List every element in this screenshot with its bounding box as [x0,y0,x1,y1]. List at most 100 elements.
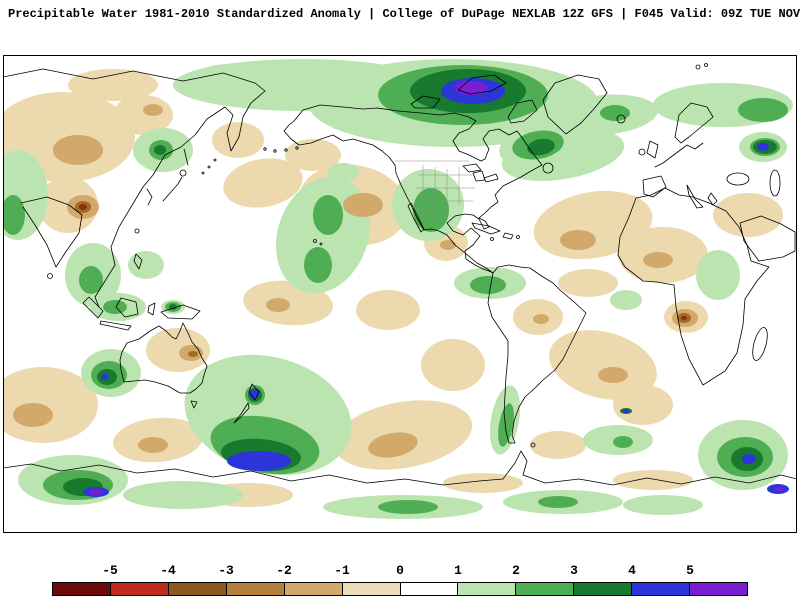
anomaly-blob-p2 [538,496,578,508]
coast-britain [646,140,659,159]
coast-newfoundland [542,162,554,174]
legend-color-segment [167,583,226,595]
anomaly-blob-n2 [143,104,163,116]
coast-asia [3,68,266,308]
anomaly-blob-p2 [3,195,25,235]
legend-tick-label: 2 [512,563,520,578]
coast-ireland [638,148,646,156]
anomaly-blob-n2 [533,314,549,324]
coast-hawaii-2 [319,242,323,246]
coast-north-america [283,104,543,274]
border-mexico [411,206,448,224]
coast-greece [707,192,718,206]
anomaly-blob-n1 [421,339,485,391]
anomaly-blob-p2 [738,98,788,122]
anomaly-blob-n2 [53,135,103,165]
coast-korea [146,188,153,206]
coast-taiwan [134,228,140,234]
legend-color-segment [515,583,574,595]
anomaly-blob-n2 [643,252,673,268]
coast-south-america [487,264,587,444]
lake-erie-ontario [483,173,499,183]
coast-hispaniola [502,232,514,240]
anomaly-blob-n1 [443,473,523,493]
coast-scandinavia [674,102,714,144]
legend-tick-label: -1 [334,563,350,578]
legend-color-segment [283,583,342,595]
anomaly-contour-layer [3,59,793,519]
anomaly-blob-p5 [774,487,784,491]
legend-color-segment [399,583,458,595]
anomaly-blob-n1 [713,193,783,237]
coast-madagascar [752,327,768,361]
coast-kuril-3 [201,171,205,175]
anomaly-blob-n3 [188,351,198,357]
coast-svalbard-2 [704,63,708,67]
anomaly-blob-n2 [368,432,418,458]
coast-tasmania [190,400,198,409]
us-state-borders [395,160,475,224]
coast-arabia [739,215,796,262]
anomaly-blob-n4 [681,316,687,320]
coast-aleutian-1 [263,147,267,151]
legend-tick-label: 4 [628,563,636,578]
map-title: Precipitable Water 1981-2010 Standardize… [8,7,800,21]
coast-nz-north [248,383,260,401]
anomaly-blob-n2 [598,367,628,383]
anomaly-blob-p1 [623,495,703,515]
anomaly-blob-p2 [103,300,127,314]
anomaly-blob-n1 [68,69,158,101]
legend-tick-label: 1 [454,563,462,578]
anomaly-blob-p4 [623,409,629,413]
legend-color-segment [225,583,284,595]
anomaly-blob-p1 [128,251,164,279]
anomaly-blob-n1 [549,330,657,400]
anomaly-blob-p2 [470,276,506,294]
anomaly-blob-n2 [13,403,53,427]
anomaly-blob-n1 [146,328,210,372]
legend-color-segment [689,583,748,595]
coast-aleutian-4 [295,146,299,150]
coast-falklands [530,442,536,448]
anomaly-blob-n1 [285,139,341,171]
anomaly-blob-p2 [498,403,514,447]
anomaly-blob-p4 [742,454,756,464]
anomaly-blob-p4 [101,374,109,380]
legend-tick-label: -2 [276,563,292,578]
legend-color-segment [631,583,690,595]
anomaly-blob-p3 [527,138,555,156]
coast-kuril-2 [207,165,211,169]
coast-philippines [133,253,143,270]
coast-cuba [471,222,501,235]
anomaly-blob-p4 [757,143,769,151]
coast-antarctica [3,450,797,486]
coast-greenland [542,74,608,135]
coast-aleutian-2 [273,149,277,153]
anomaly-blob-p2 [304,247,332,283]
coast-europe [654,142,704,168]
anomaly-blob-n1 [356,290,420,330]
legend-tick-label: -4 [160,563,176,578]
coast-puerto-rico [516,235,520,239]
anomaly-blob-p1 [610,290,642,310]
anomaly-blob-p2 [378,500,438,514]
legend-tick-label: 5 [686,563,694,578]
coast-sulawesi [147,302,156,316]
anomaly-blob-p4 [227,451,291,471]
coast-borneo [115,297,139,318]
coast-baffin-island [507,99,538,124]
legend-color-segment [457,583,516,595]
coastline-layer [3,63,797,486]
anomaly-blob-p1 [327,163,359,181]
coast-victoria-island [410,95,441,109]
legend-color-segment [341,583,400,595]
coast-aleutian-3 [284,148,288,152]
coast-iberia [642,175,667,198]
anomaly-blob-n2 [266,298,290,312]
legend-tick-labels: -5 -4 -3 -2 -1 0 1 2 3 4 5 [52,563,748,580]
coast-kuril-1 [213,158,217,162]
coast-india [20,196,83,268]
anomaly-blob-n1 [223,158,303,208]
anomaly-blob-p2 [313,195,343,235]
anomaly-blob-n4 [79,204,87,210]
